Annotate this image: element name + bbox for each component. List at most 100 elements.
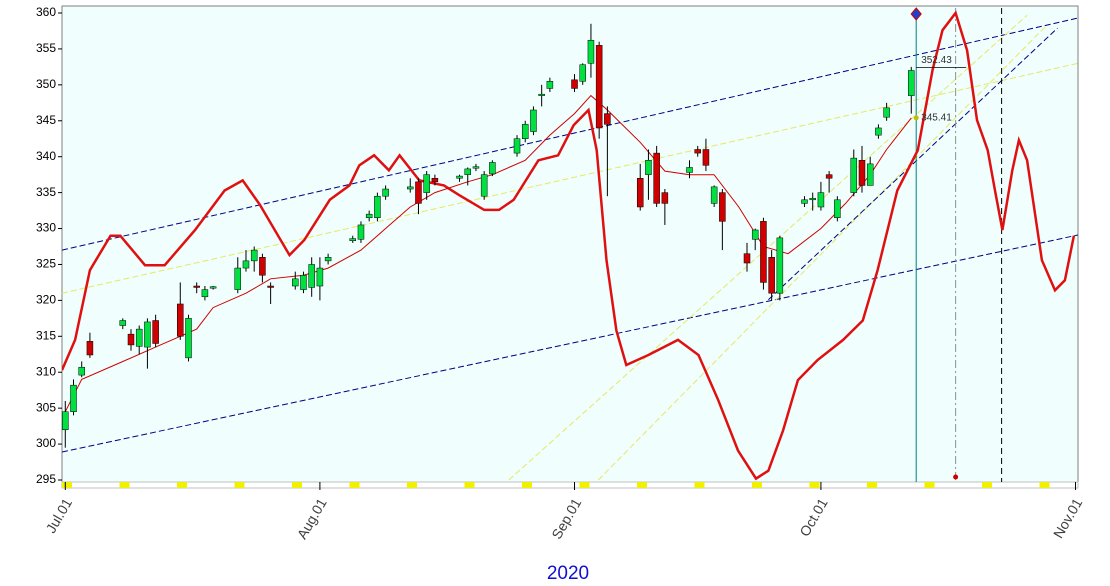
candle-body xyxy=(719,192,726,222)
cycle-curve xyxy=(62,10,1076,481)
trendline xyxy=(508,14,1028,481)
ruler-block xyxy=(292,482,302,488)
candle-body xyxy=(653,152,660,204)
candle-body xyxy=(686,167,693,173)
ruler-block xyxy=(349,482,360,488)
candle-body xyxy=(571,79,578,89)
plot-area xyxy=(61,5,1079,483)
candle-body xyxy=(374,195,381,219)
price-label: 345.41 xyxy=(921,112,952,123)
ruler-block xyxy=(867,482,877,488)
candle-body xyxy=(234,267,242,290)
ruler-block xyxy=(522,482,532,488)
ruler-block xyxy=(809,482,820,488)
candle-body xyxy=(324,257,332,262)
candle-body xyxy=(365,213,373,219)
trendline xyxy=(597,24,1048,481)
candle-body xyxy=(316,267,324,287)
candle-body xyxy=(710,186,718,204)
y-tick-label: 335 xyxy=(36,185,56,199)
y-tick-label: 345 xyxy=(36,113,56,127)
candle-body xyxy=(242,260,250,269)
y-tick-label: 330 xyxy=(36,221,56,235)
ruler-block xyxy=(119,482,130,488)
ruler-block xyxy=(694,482,705,488)
candle-body xyxy=(702,149,710,166)
candle-body xyxy=(694,149,701,154)
candle-body xyxy=(645,160,652,175)
candle-body xyxy=(250,249,258,262)
moving-average xyxy=(64,94,912,412)
candle-body xyxy=(292,278,299,287)
candle-body xyxy=(604,113,611,125)
y-tick-label: 340 xyxy=(36,149,56,163)
y-tick-label: 310 xyxy=(36,364,56,378)
candle-body xyxy=(776,237,784,294)
candle-body xyxy=(480,174,488,197)
price-label: 352.43 xyxy=(921,55,952,66)
cursor-dot xyxy=(953,474,959,480)
y-tick-label: 295 xyxy=(36,472,56,486)
candle-body xyxy=(62,411,69,430)
candle-body xyxy=(201,289,209,298)
candle-body xyxy=(193,285,200,288)
x-tick-label: Nov.01 xyxy=(1050,495,1086,541)
trendline xyxy=(768,27,1058,301)
candle-body xyxy=(521,124,529,139)
candle-body xyxy=(850,157,858,193)
candle-body xyxy=(152,320,159,344)
candle-body xyxy=(472,166,480,169)
ruler-block xyxy=(579,482,590,488)
candle-body xyxy=(489,162,496,175)
candle-body xyxy=(415,181,422,204)
candle-body xyxy=(357,224,365,240)
candle-body xyxy=(587,40,595,64)
trendline xyxy=(62,234,1078,453)
y-tick-label: 350 xyxy=(36,77,56,91)
candle-body xyxy=(751,229,759,240)
candle-body xyxy=(382,188,389,197)
ruler-block xyxy=(234,482,245,488)
candle-body xyxy=(267,285,274,288)
candle-body xyxy=(119,320,127,326)
candle-body xyxy=(825,174,833,179)
candle-body xyxy=(423,174,430,193)
candle-body xyxy=(209,286,217,289)
candle-body xyxy=(546,81,554,89)
y-tick-label: 305 xyxy=(36,400,56,414)
candle-body xyxy=(801,199,808,204)
y-tick-label: 300 xyxy=(36,436,56,450)
cursor-diamond xyxy=(910,7,922,21)
candle-body xyxy=(858,160,866,186)
candle-body xyxy=(456,175,463,179)
candle-body xyxy=(743,253,751,264)
candle-body xyxy=(86,341,94,356)
candle-body xyxy=(875,127,882,136)
trendline xyxy=(62,17,1078,251)
x-tick-label: Sep.01 xyxy=(548,495,584,542)
y-tick-label: 360 xyxy=(36,5,56,19)
candle-body xyxy=(144,321,151,348)
candle-body xyxy=(883,107,890,118)
price-dot xyxy=(913,115,919,121)
candle-body xyxy=(595,45,603,129)
y-tick-label: 355 xyxy=(36,41,56,55)
ruler-block xyxy=(982,482,992,488)
candle-body xyxy=(308,264,315,288)
candle-body xyxy=(78,366,85,376)
candle-body xyxy=(406,186,414,190)
ruler-block xyxy=(924,482,935,488)
candle-body xyxy=(70,384,77,412)
ruler-block xyxy=(637,482,647,488)
candle-body xyxy=(538,93,545,96)
candle-body xyxy=(579,64,586,82)
ruler-block xyxy=(177,482,187,488)
candle-body xyxy=(809,198,816,201)
candle-body xyxy=(349,238,357,242)
candle-body xyxy=(908,70,915,96)
ruler-block xyxy=(752,482,762,488)
candle-body xyxy=(768,257,775,294)
trendline xyxy=(62,62,1078,294)
candle-body xyxy=(513,138,521,154)
candle-body xyxy=(177,303,184,337)
